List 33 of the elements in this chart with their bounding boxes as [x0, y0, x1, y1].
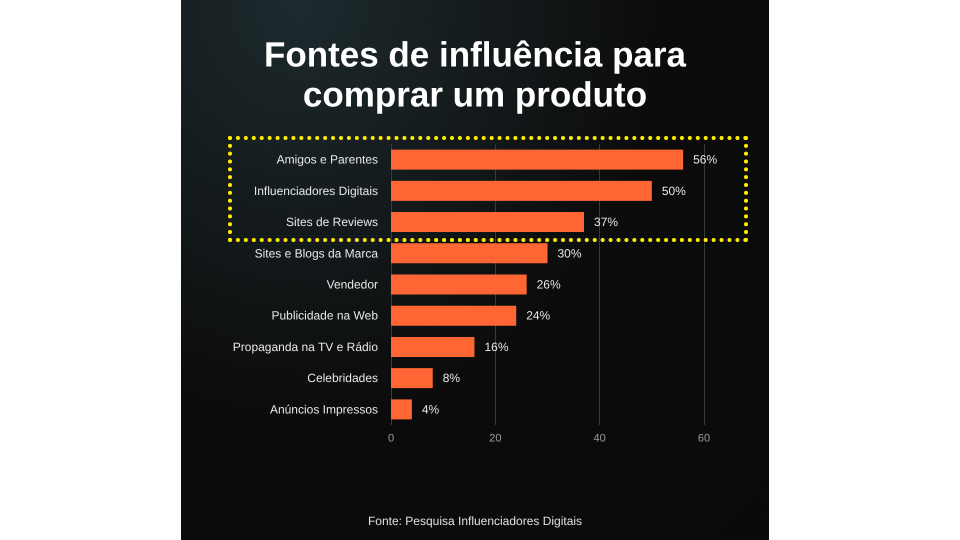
x-tick-label: 0 [388, 432, 394, 444]
chart-title: Fontes de influência para comprar um produto [264, 36, 687, 114]
data-label: 56% [693, 152, 718, 167]
data-label: 50% [662, 184, 686, 198]
source-note: Fonte: Pesquisa Influenciadores Digitais [368, 514, 582, 528]
bar [391, 150, 684, 170]
bar [391, 368, 433, 388]
data-label: 8% [442, 371, 460, 386]
y-tick-label: Amigos e Parentes [276, 152, 378, 167]
data-label: 37% [594, 215, 618, 230]
data-label: 16% [484, 340, 509, 354]
y-tick-label: Celebridades [307, 371, 378, 386]
bar [391, 336, 474, 357]
data-label: 26% [536, 278, 561, 292]
y-tick-label: Publicidade na Web [271, 308, 378, 323]
y-tick-label: Vendedor [326, 278, 378, 292]
x-tick-label: 40 [594, 432, 606, 444]
data-label: 24% [526, 308, 551, 323]
bar [391, 399, 412, 420]
y-tick-label: Sites de Reviews [286, 215, 378, 230]
y-tick-label: Propaganda na TV e Rádio [232, 340, 378, 354]
bar [391, 306, 516, 326]
bar [391, 243, 548, 264]
y-tick-label: Sites e Blogs da Marca [254, 246, 378, 260]
y-tick-label: Influenciadores Digitais [254, 184, 378, 198]
data-label: 30% [558, 246, 582, 260]
x-tick-label: 20 [489, 432, 502, 444]
data-label: 4% [422, 402, 440, 416]
x-tick-label: 60 [698, 432, 710, 444]
y-tick-label: Anúncios Impressos [270, 402, 378, 416]
bar [391, 212, 584, 232]
bar [391, 274, 527, 294]
bar [391, 180, 652, 201]
